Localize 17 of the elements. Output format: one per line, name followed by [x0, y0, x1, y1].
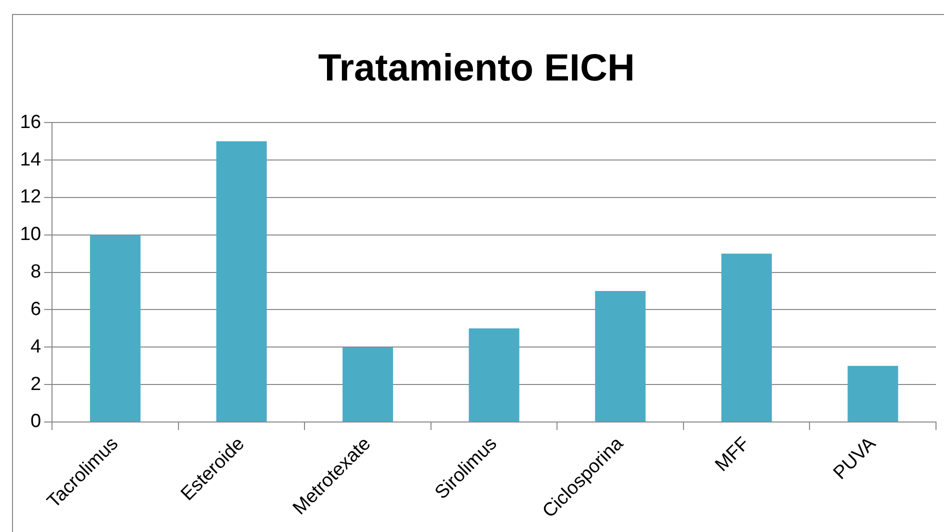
y-tick-label: 16 [20, 112, 42, 133]
y-tick-label: 6 [30, 298, 42, 320]
y-tick-label: 12 [20, 186, 42, 208]
bar [468, 328, 520, 422]
bar [342, 347, 394, 422]
chart-title: Tratamiento EICH [318, 47, 635, 90]
y-tick-label: 14 [20, 149, 42, 170]
y-tick-label: 0 [30, 411, 42, 432]
y-tick-label: 4 [30, 336, 42, 358]
bar [595, 290, 646, 422]
y-tick-label: 10 [20, 224, 42, 246]
y-tick-label: 8 [30, 262, 42, 283]
y-tick-label: 2 [30, 374, 42, 395]
bar [721, 254, 772, 422]
bar [90, 234, 141, 422]
bar [848, 366, 898, 422]
bar [216, 141, 267, 422]
